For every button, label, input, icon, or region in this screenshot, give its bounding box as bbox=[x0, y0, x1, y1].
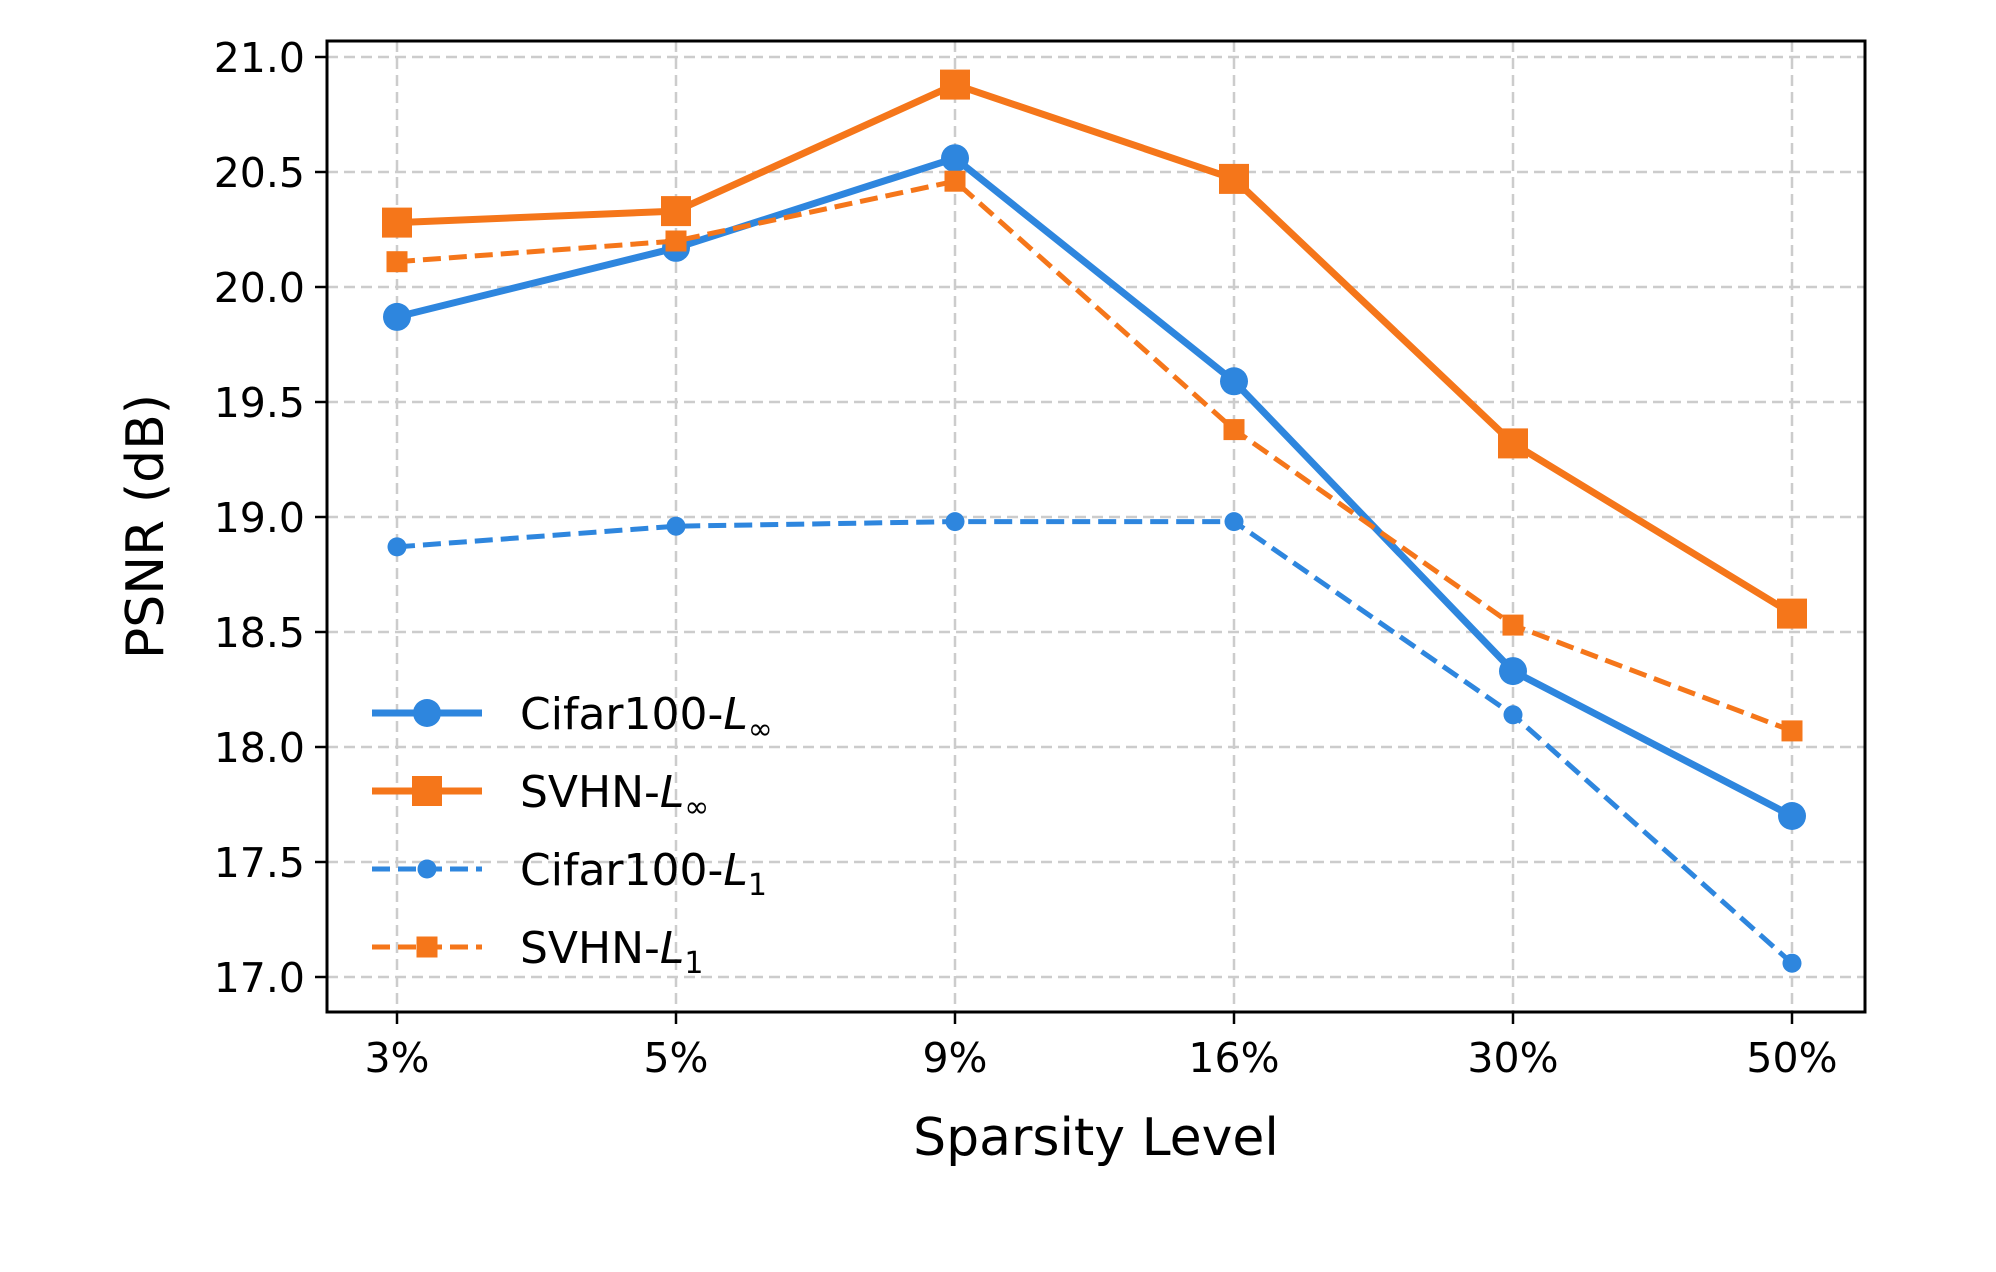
data-point bbox=[1503, 705, 1523, 725]
legend-label: SVHN-L∞ bbox=[520, 767, 709, 825]
series-line bbox=[396, 154, 1794, 820]
series-line bbox=[396, 81, 1794, 617]
series-layer bbox=[382, 69, 1807, 973]
legend-label: Cifar100-L∞ bbox=[520, 689, 773, 747]
legend-item: SVHN-L1 bbox=[372, 923, 704, 981]
x-tick-label: 3% bbox=[364, 1034, 429, 1082]
data-point bbox=[944, 170, 966, 192]
data-point bbox=[666, 516, 686, 536]
y-tick-label: 20.0 bbox=[214, 264, 305, 312]
data-point bbox=[1498, 428, 1528, 459]
y-tick-label: 17.0 bbox=[214, 954, 305, 1002]
y-tick-label: 21.0 bbox=[214, 34, 305, 82]
data-point bbox=[1777, 598, 1807, 629]
y-tick-label: 18.0 bbox=[214, 724, 305, 772]
data-point bbox=[1499, 657, 1527, 686]
data-point bbox=[1502, 614, 1524, 636]
y-axis-label: PSNR (dB) bbox=[116, 394, 176, 659]
data-point bbox=[940, 69, 970, 100]
x-tick-label: 9% bbox=[922, 1034, 987, 1082]
y-tick-label: 17.5 bbox=[214, 839, 305, 887]
data-point bbox=[387, 537, 407, 557]
x-axis-label: Sparsity Level bbox=[913, 1108, 1279, 1168]
data-point bbox=[1781, 720, 1803, 742]
data-point bbox=[941, 144, 969, 173]
x-tick-label: 16% bbox=[1188, 1034, 1279, 1082]
y-tick-label: 19.5 bbox=[214, 379, 305, 427]
data-point bbox=[1223, 419, 1245, 441]
series-line bbox=[396, 178, 1793, 734]
data-point bbox=[383, 302, 411, 331]
legend-item: SVHN-L∞ bbox=[372, 767, 709, 825]
x-tick-label: 50% bbox=[1746, 1034, 1837, 1082]
legend-label: SVHN-L1 bbox=[520, 923, 704, 981]
series-cifar100-l1 bbox=[387, 512, 1802, 973]
x-tick-label: 30% bbox=[1467, 1034, 1558, 1082]
data-point bbox=[665, 230, 687, 252]
legend-label: Cifar100-L1 bbox=[520, 845, 767, 903]
legend-marker bbox=[416, 936, 438, 958]
legend-item: Cifar100-L∞ bbox=[372, 689, 773, 747]
data-point bbox=[1224, 512, 1244, 532]
legend-marker bbox=[412, 776, 442, 806]
data-point bbox=[382, 207, 412, 238]
axis-ticks: 17.0 17.5 18.0 18.5 19.0 19.5 20.0 20.5 21.0 3% 5%… bbox=[214, 34, 1838, 1082]
legend-item: Cifar100-L1 bbox=[372, 845, 767, 903]
legend-marker bbox=[413, 699, 441, 727]
data-point bbox=[661, 196, 691, 227]
data-point bbox=[1219, 163, 1249, 194]
series-line bbox=[396, 519, 1794, 966]
y-tick-label: 18.5 bbox=[214, 609, 305, 657]
data-point bbox=[945, 512, 965, 532]
data-point bbox=[1778, 802, 1806, 830]
data-point bbox=[386, 251, 408, 273]
data-point bbox=[1220, 367, 1248, 396]
x-tick-label: 5% bbox=[643, 1034, 708, 1082]
legend-marker bbox=[417, 859, 437, 879]
legend: Cifar100-L∞ SVHN-L∞ Cifar100-L1 SVHN-L1 bbox=[372, 689, 773, 981]
series-svhn-l1 bbox=[386, 170, 1803, 742]
series-svhn-l- bbox=[382, 69, 1807, 629]
y-tick-label: 19.0 bbox=[214, 494, 305, 542]
plot-frame bbox=[325, 39, 1867, 1014]
data-point bbox=[1782, 953, 1802, 973]
y-tick-label: 20.5 bbox=[214, 149, 305, 197]
